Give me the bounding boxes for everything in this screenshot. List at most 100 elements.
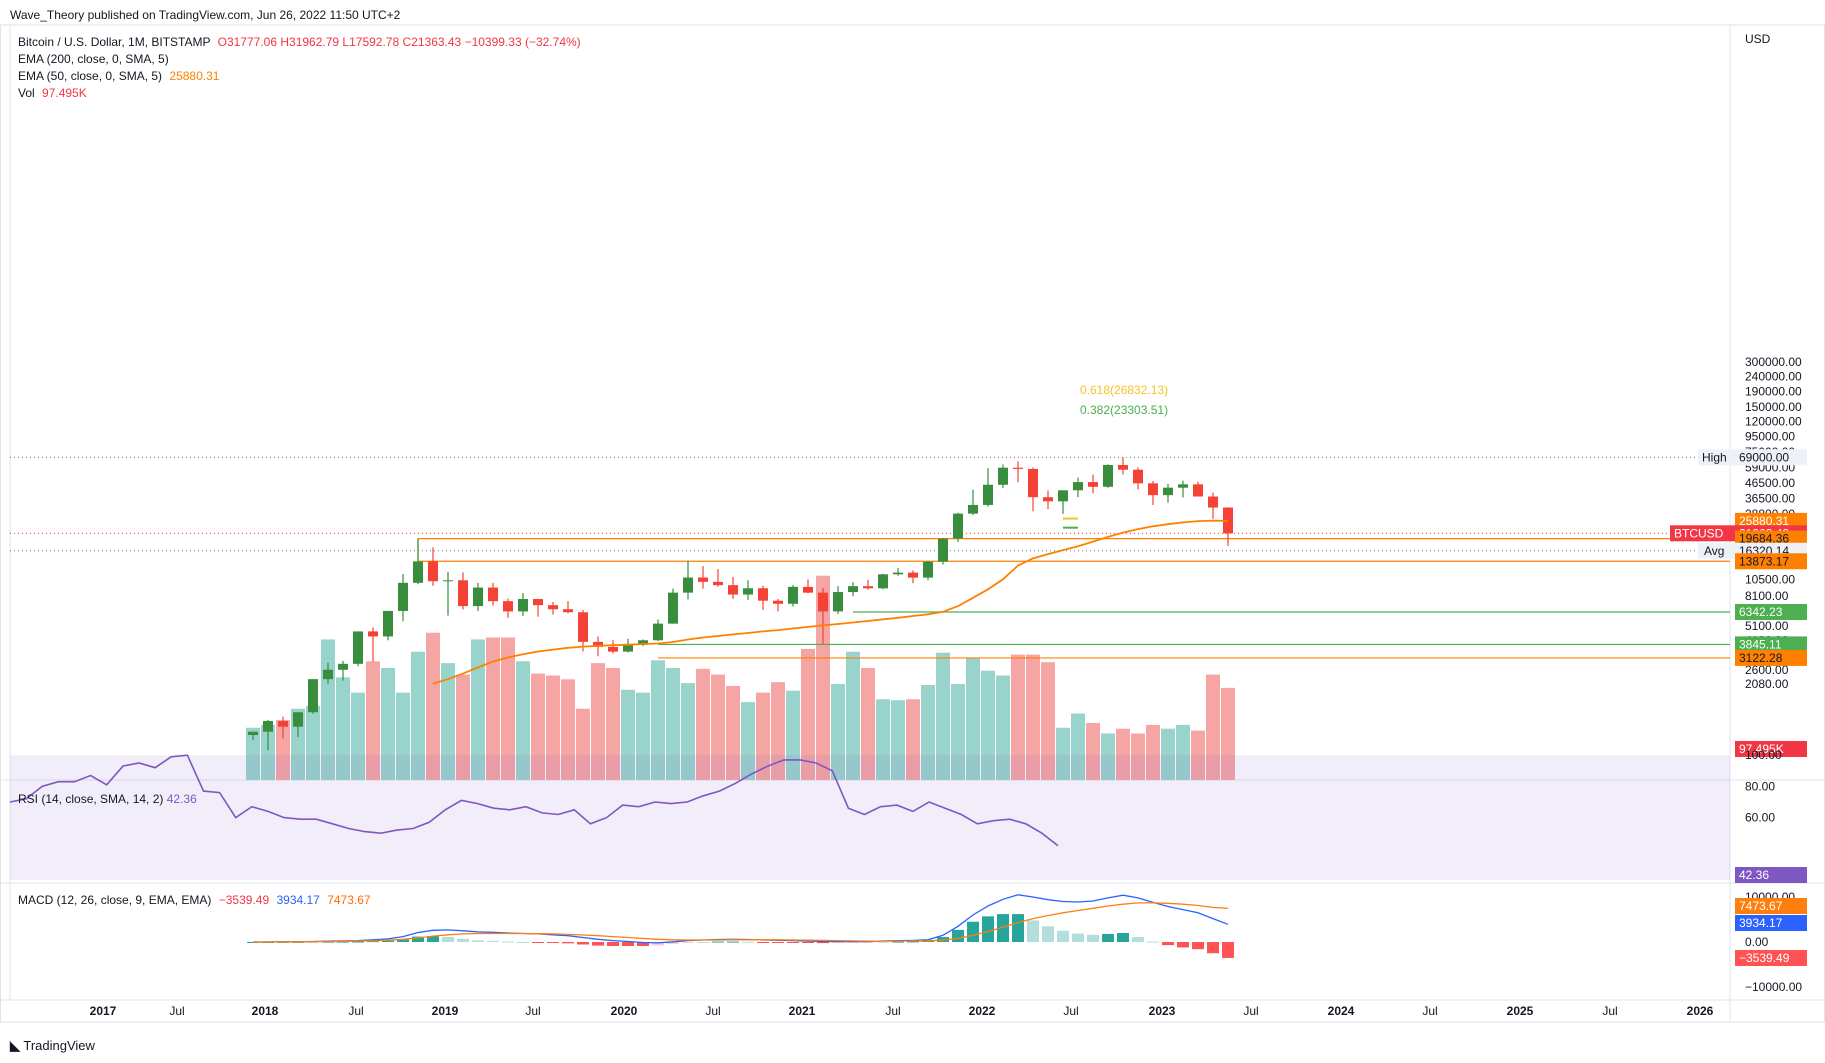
price-axis-tick: 8100.00 — [1745, 589, 1789, 603]
candle-body — [248, 731, 258, 736]
symbol-tag-bg — [1670, 525, 1735, 542]
macd-histogram-bar — [952, 929, 964, 942]
candle-body — [1133, 469, 1143, 484]
candle-body — [953, 513, 963, 539]
ema50-legend: EMA (50, close, 0, SMA, 5) 25880.31 — [18, 69, 219, 83]
volume-bar — [846, 651, 860, 780]
volume-bar — [351, 692, 365, 780]
volume-bar — [1176, 724, 1190, 780]
publisher-line: Wave_Theory published on TradingView.com… — [10, 8, 401, 22]
macd-histogram-bar — [577, 942, 589, 945]
macd-histogram-bar — [697, 942, 709, 943]
volume-bar — [561, 679, 575, 780]
volume-bar — [801, 648, 815, 780]
macd-signal-line — [253, 902, 1229, 943]
volume-bar — [546, 675, 560, 780]
macd-histogram-bar — [997, 914, 1009, 942]
candle-body — [833, 592, 843, 612]
macd-histogram-bar — [457, 938, 469, 942]
candle-body — [488, 587, 498, 602]
price-axis-tick: 190000.00 — [1745, 385, 1802, 399]
macd-histogram-bar — [787, 942, 799, 943]
candle-body — [893, 572, 903, 575]
macd-line-tag: 3934.17 — [1739, 916, 1783, 930]
volume-bar — [441, 663, 455, 780]
level1-price-tag: 19684.36 — [1739, 532, 1789, 546]
macd-histogram-bar — [637, 942, 649, 947]
volume-bar — [786, 690, 800, 780]
macd-histogram-bar — [652, 942, 664, 946]
volume-legend: Vol 97.495K — [18, 86, 87, 100]
candle-body — [398, 582, 408, 611]
time-axis-label: 2018 — [252, 1004, 279, 1018]
volume-bar — [1101, 733, 1115, 780]
volume-bar — [621, 689, 635, 780]
candle-body — [443, 580, 453, 582]
volume-value: 97.495K — [42, 86, 87, 100]
time-axis-label: 2020 — [611, 1004, 638, 1018]
macd-histogram-bar — [1027, 920, 1039, 942]
macd-line-tag-bg — [1735, 915, 1807, 931]
price-axis-tick: 95000.00 — [1745, 430, 1795, 444]
candle-body — [803, 586, 813, 593]
level4-price-tag: 3845.11 — [1739, 637, 1782, 651]
volume-bar — [816, 575, 830, 780]
price-axis-tick: 2080.00 — [1745, 677, 1789, 691]
symbol-legend: Bitcoin / U.S. Dollar, 1M, BITSTAMP O317… — [18, 35, 581, 49]
candle-body — [638, 640, 648, 645]
macd-histogram-bar — [802, 942, 814, 943]
candle-body — [728, 585, 738, 595]
volume-bar — [861, 667, 875, 780]
macd-hist-value: −3539.49 — [218, 893, 270, 907]
ohlc-high: H31962.79 — [280, 35, 340, 49]
level2-price-tag-bg — [1735, 553, 1807, 570]
macd-histogram-bar — [1117, 933, 1129, 942]
price-axis-tick: 300000.00 — [1745, 355, 1802, 369]
candle-body — [878, 574, 888, 589]
candle-body — [308, 679, 318, 713]
candle-body — [1103, 465, 1113, 487]
ema50-price-tag: 25880.31 — [1739, 514, 1789, 528]
macd-histogram-bar — [667, 942, 679, 945]
level5-price-tag: 3122.28 — [1739, 651, 1783, 665]
candle-body — [1013, 467, 1023, 469]
volume-bar — [1086, 723, 1100, 780]
rsi-legend: RSI (14, close, SMA, 14, 2) 42.36 — [18, 792, 197, 806]
candle-body — [608, 646, 618, 652]
volume-bar — [411, 651, 425, 780]
volume-bar — [381, 667, 395, 780]
macd-histogram-bar — [382, 940, 394, 942]
volume-bar — [771, 682, 785, 780]
volume-bar — [936, 652, 950, 780]
candle-body — [278, 720, 288, 727]
price-axis-tick: 46500.00 — [1745, 476, 1795, 490]
volume-bar — [501, 637, 515, 780]
macd-signal-value: 7473.67 — [327, 893, 371, 907]
volume-bar — [1221, 687, 1235, 780]
volume-bar — [876, 699, 890, 780]
volume-bar — [261, 724, 275, 780]
candle-body — [338, 663, 348, 670]
candle-body — [1193, 484, 1203, 497]
candle-body — [293, 712, 303, 727]
macd-histogram-bar — [547, 942, 559, 943]
macd-histogram-bar — [517, 942, 529, 943]
macd-histogram-bar — [817, 942, 829, 944]
rsi-line — [9, 754, 1059, 847]
ohlc-open: O31777.06 — [217, 35, 278, 49]
price-axis-tick: 240000.00 — [1745, 370, 1802, 384]
macd-histogram-bar — [427, 936, 439, 942]
rsi-axis-tick: 100.00 — [1745, 748, 1782, 762]
time-axis-label: Jul — [1063, 1004, 1078, 1018]
macd-histogram-bar — [1222, 942, 1234, 958]
macd-histogram-bar — [1102, 933, 1114, 942]
rsi-value-tag: 42.36 — [1739, 868, 1769, 882]
ema50-label: EMA (50, close, 0, SMA, 5) — [18, 69, 163, 83]
volume-bar — [1056, 727, 1070, 780]
candle-body — [968, 504, 978, 514]
volume-bar — [1026, 654, 1040, 780]
time-axis-label: 2026 — [1687, 1004, 1714, 1018]
volume-bar — [276, 720, 290, 780]
time-axis-label: 2017 — [90, 1004, 117, 1018]
